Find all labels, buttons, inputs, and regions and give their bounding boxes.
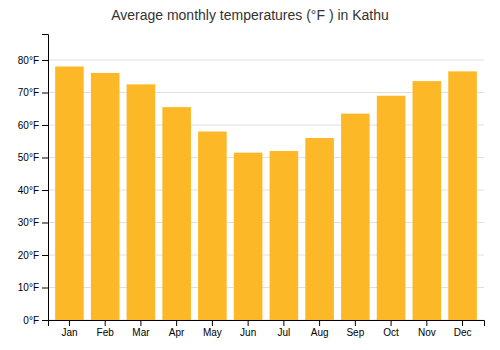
- y-tick: 50°F: [18, 152, 48, 163]
- bar: [91, 73, 120, 320]
- x-tick-mark: [462, 320, 463, 326]
- x-axis-line: [49, 321, 485, 327]
- x-tick-mark: [105, 320, 106, 326]
- chart-svg: Average monthly temperatures (°F ) in Ka…: [0, 0, 500, 350]
- x-tick: Jul: [277, 320, 290, 338]
- chart-container: Average monthly temperatures (°F ) in Ka…: [0, 0, 500, 350]
- x-tick-label: Jul: [277, 327, 290, 338]
- y-tick: 70°F: [18, 87, 48, 98]
- x-tick-label: Sep: [346, 327, 364, 338]
- bar: [162, 107, 191, 320]
- x-tick-mark: [319, 320, 320, 326]
- x-tick: Dec: [454, 320, 472, 338]
- y-tick-mark: [42, 288, 48, 289]
- y-tick-label: 70°F: [18, 87, 39, 98]
- x-tick: Feb: [97, 320, 115, 338]
- bar: [448, 71, 477, 320]
- x-tick-mark: [426, 320, 427, 326]
- x-tick-label: Jun: [240, 327, 256, 338]
- y-tick-label: 0°F: [23, 315, 39, 326]
- x-tick: May: [203, 320, 222, 338]
- grid-line: [48, 60, 484, 61]
- x-tick: Oct: [383, 320, 399, 338]
- x-tick: Mar: [132, 320, 150, 338]
- bar: [234, 153, 263, 320]
- x-tick-mark: [283, 320, 284, 326]
- y-tick-label: 20°F: [18, 250, 39, 261]
- y-tick-mark: [42, 93, 48, 94]
- y-tick-label: 60°F: [18, 120, 39, 131]
- x-tick-mark: [69, 320, 70, 326]
- y-axis: 0°F 10°F 20°F 30°F 40°F 50°F 60°F 70°F 80°F: [18, 35, 49, 326]
- x-tick: Jun: [240, 320, 256, 338]
- y-axis-line: [42, 35, 49, 321]
- y-tick: 0°F: [23, 315, 48, 326]
- bar: [127, 84, 156, 320]
- x-tick-mark: [140, 320, 141, 326]
- bars: [55, 67, 477, 321]
- x-tick-mark: [355, 320, 356, 326]
- x-tick: Nov: [418, 320, 436, 338]
- y-tick: 40°F: [18, 185, 48, 196]
- bar: [413, 81, 442, 320]
- x-tick-label: May: [203, 327, 222, 338]
- x-tick-label: Nov: [418, 327, 436, 338]
- y-tick-mark: [42, 223, 48, 224]
- x-tick: Sep: [346, 320, 364, 338]
- x-tick-label: Jan: [61, 327, 77, 338]
- bar: [377, 96, 406, 320]
- x-tick-label: Dec: [454, 327, 472, 338]
- x-tick-mark: [391, 320, 392, 326]
- bar: [305, 138, 334, 320]
- x-tick-mark: [176, 320, 177, 326]
- y-tick-mark: [42, 158, 48, 159]
- x-tick-mark: [212, 320, 213, 326]
- x-tick-label: Feb: [97, 327, 115, 338]
- x-tick-label: Oct: [383, 327, 399, 338]
- grid: [48, 60, 484, 320]
- x-tick-mark: [248, 320, 249, 326]
- y-tick-label: 80°F: [18, 55, 39, 66]
- chart-title: Average monthly temperatures (°F ) in Ka…: [111, 7, 389, 23]
- x-tick: Apr: [169, 320, 185, 338]
- x-axis: Jan Feb Mar Apr May Jun Jul Aug Sep Oct Nov Dec: [49, 320, 485, 338]
- bar: [270, 151, 299, 320]
- y-tick-mark: [42, 60, 48, 61]
- plot-area: 0°F 10°F 20°F 30°F 40°F 50°F 60°F 70°F 80°F Jan Fe…: [18, 35, 485, 339]
- y-tick-label: 50°F: [18, 152, 39, 163]
- y-tick: 20°F: [18, 250, 48, 261]
- x-tick: Jan: [61, 320, 77, 338]
- bar: [55, 67, 84, 321]
- x-tick-label: Mar: [132, 327, 150, 338]
- y-tick: 80°F: [18, 55, 48, 66]
- bar: [198, 132, 227, 321]
- bar: [341, 114, 370, 320]
- y-tick-label: 30°F: [18, 217, 39, 228]
- y-tick: 60°F: [18, 120, 48, 131]
- x-tick-label: Aug: [311, 327, 329, 338]
- y-tick-mark: [42, 190, 48, 191]
- y-tick-label: 40°F: [18, 185, 39, 196]
- x-tick: Aug: [311, 320, 329, 338]
- y-tick: 30°F: [18, 217, 48, 228]
- y-tick: 10°F: [18, 282, 48, 293]
- y-tick-mark: [42, 125, 48, 126]
- y-tick-mark: [42, 320, 48, 321]
- y-tick-label: 10°F: [18, 282, 39, 293]
- y-tick-mark: [42, 255, 48, 256]
- x-tick-label: Apr: [169, 327, 185, 338]
